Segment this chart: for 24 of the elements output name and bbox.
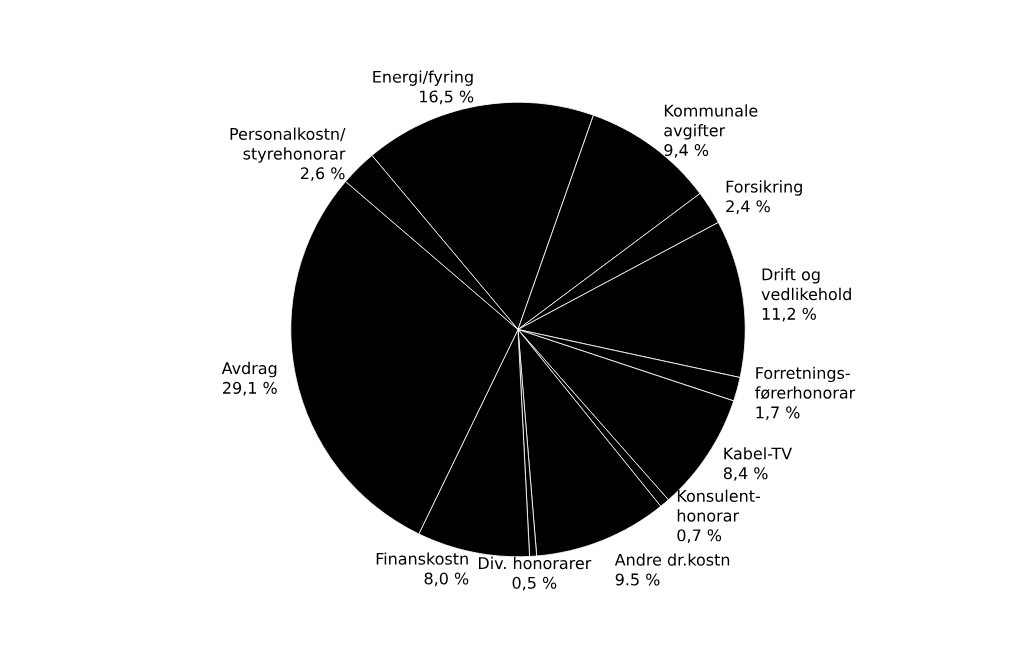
slice-label: Kommunale avgifter	[664, 104, 758, 140]
data-label: 8,4 %	[723, 467, 768, 481]
data-label: 9,4 %	[664, 144, 709, 158]
slice-label: Konsulent- honorar	[677, 489, 760, 522]
slice-label: Div. honorarer	[478, 556, 592, 570]
data-label: 11,2 %	[762, 307, 816, 322]
data-label: 0,7 %	[677, 529, 722, 543]
data-label: 29,1 %	[223, 381, 277, 396]
slice-label: Personalkostn/ styrehonorar	[230, 127, 346, 163]
slice-label: Finanskostn	[376, 552, 468, 565]
data-label: 2,6 %	[300, 167, 345, 181]
slice-label: Avdrag	[221, 361, 277, 378]
data-label: 0,5 %	[512, 576, 557, 591]
data-label: 16,5 %	[420, 90, 474, 105]
slice-label: Andre dr.kostn	[614, 553, 730, 566]
slice-label: Drift og vedlikehold	[761, 268, 851, 301]
data-label: 1,7 %	[756, 406, 800, 421]
slice-label: Forsikring	[726, 180, 802, 196]
slice-label: Forretnings- førerhonorar	[755, 366, 856, 400]
data-label: 8,0 %	[424, 572, 469, 587]
slice-label: Energi/fyring	[373, 70, 473, 86]
data-label: 2,4 %	[726, 200, 770, 214]
data-label: 9.5 %	[615, 573, 660, 586]
slice-label: Kabel-TV	[724, 447, 793, 460]
